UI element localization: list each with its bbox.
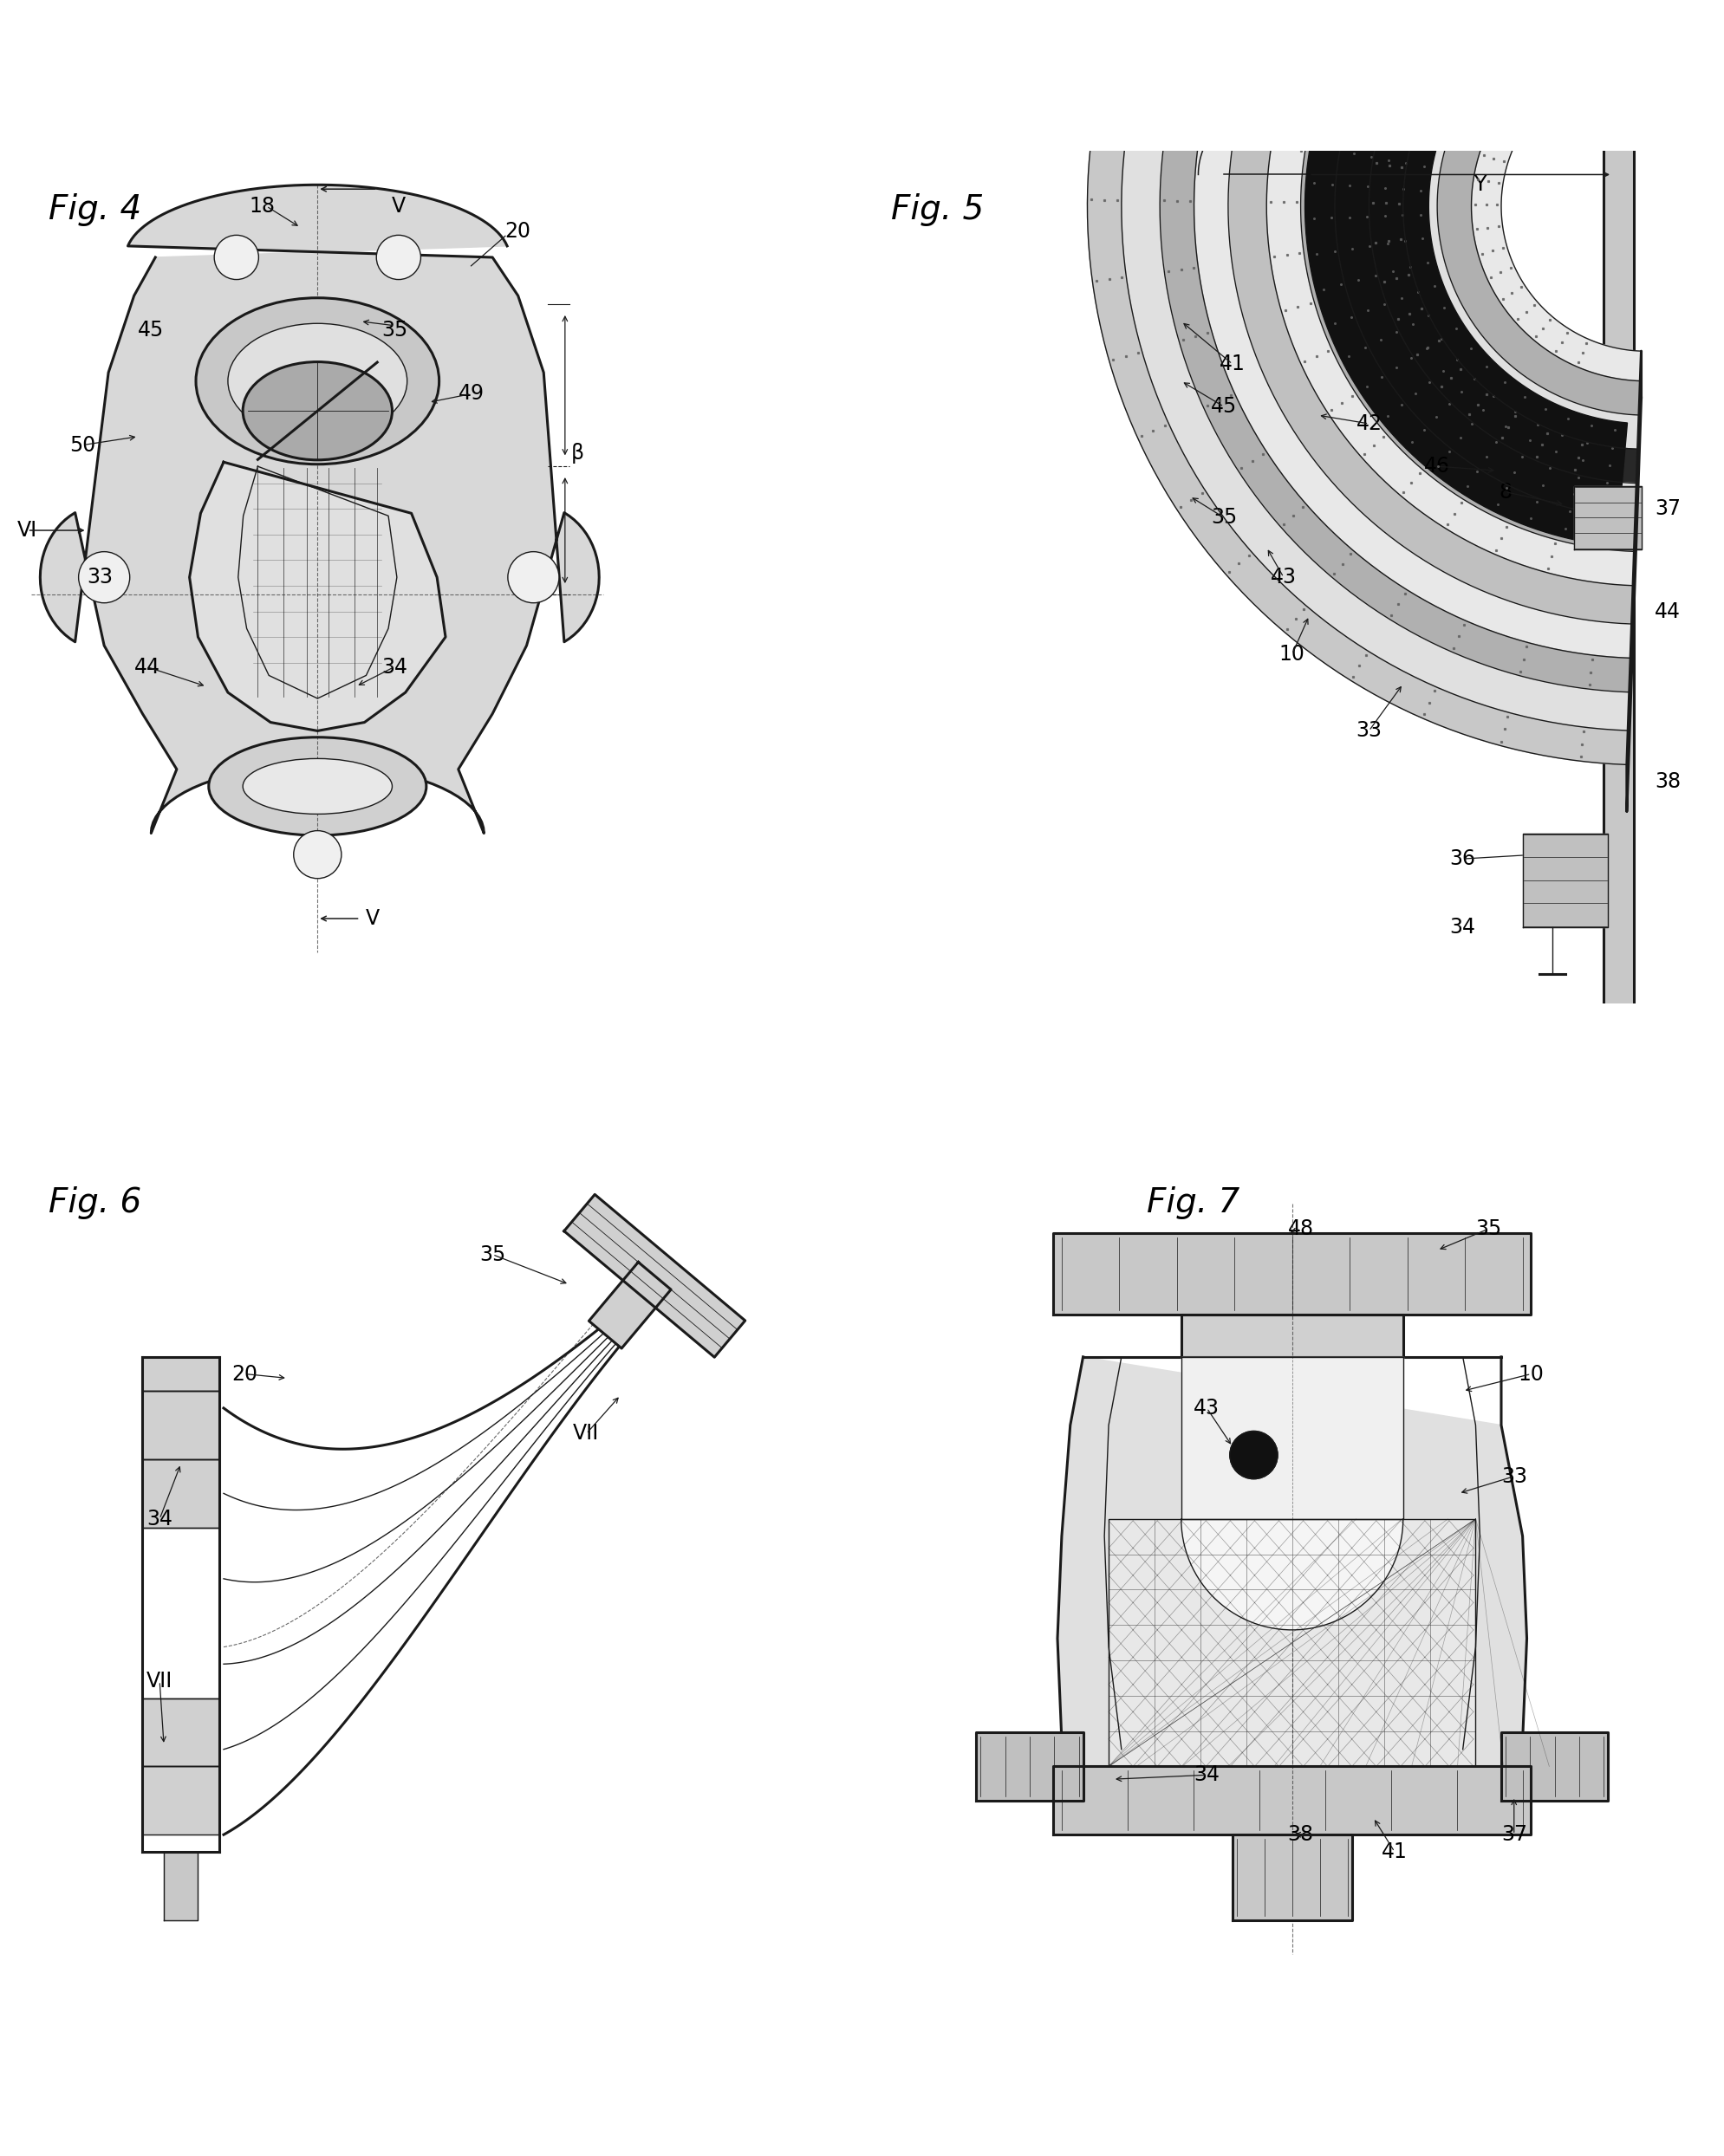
Polygon shape xyxy=(1265,0,1633,586)
Polygon shape xyxy=(1109,1520,1476,1766)
Text: 34: 34 xyxy=(381,655,407,677)
Text: 50: 50 xyxy=(69,436,97,455)
Polygon shape xyxy=(1522,832,1607,927)
Text: 43: 43 xyxy=(1271,567,1296,589)
Circle shape xyxy=(507,552,559,604)
Text: 20: 20 xyxy=(231,1363,259,1384)
Polygon shape xyxy=(1053,1233,1531,1315)
Polygon shape xyxy=(564,1194,745,1356)
Polygon shape xyxy=(1334,0,1636,517)
Polygon shape xyxy=(190,461,445,731)
Text: 45: 45 xyxy=(1210,397,1236,416)
Polygon shape xyxy=(1436,39,1640,416)
Text: 33: 33 xyxy=(1355,720,1381,742)
Circle shape xyxy=(79,552,129,604)
Text: 37: 37 xyxy=(1653,498,1679,520)
Text: 35: 35 xyxy=(381,319,407,341)
Text: 43: 43 xyxy=(1193,1397,1219,1419)
Ellipse shape xyxy=(197,298,440,464)
Text: 35: 35 xyxy=(1210,507,1236,528)
Polygon shape xyxy=(1309,0,1593,136)
Ellipse shape xyxy=(243,759,391,815)
Text: 10: 10 xyxy=(1517,1363,1543,1384)
Polygon shape xyxy=(1121,0,1629,731)
Text: VII: VII xyxy=(147,1671,172,1692)
Text: 44: 44 xyxy=(134,655,160,677)
Text: 34: 34 xyxy=(1450,916,1476,938)
Text: 34: 34 xyxy=(147,1509,172,1529)
Polygon shape xyxy=(1603,151,1633,1005)
Text: 45: 45 xyxy=(138,319,164,341)
Text: 8: 8 xyxy=(1498,481,1512,502)
Text: 49: 49 xyxy=(459,384,484,403)
Text: 20: 20 xyxy=(505,222,531,241)
Text: Y: Y xyxy=(1472,175,1486,196)
Text: 18: 18 xyxy=(248,196,274,216)
Text: 46: 46 xyxy=(1424,455,1450,476)
Ellipse shape xyxy=(228,323,407,438)
Text: V: V xyxy=(391,196,405,216)
Circle shape xyxy=(293,830,341,877)
Text: Fig. 7: Fig. 7 xyxy=(1146,1186,1240,1218)
Text: Fig. 5: Fig. 5 xyxy=(891,194,983,226)
Circle shape xyxy=(1229,1432,1277,1479)
Text: 48: 48 xyxy=(1288,1218,1314,1240)
Text: 36: 36 xyxy=(1450,849,1476,869)
Polygon shape xyxy=(1231,1835,1352,1921)
Polygon shape xyxy=(40,185,598,832)
Ellipse shape xyxy=(243,362,391,459)
Circle shape xyxy=(214,235,259,280)
Polygon shape xyxy=(143,1460,219,1526)
Text: 41: 41 xyxy=(1219,354,1245,375)
Polygon shape xyxy=(143,1766,219,1835)
Text: Fig. 6: Fig. 6 xyxy=(48,1186,141,1218)
Text: 37: 37 xyxy=(1500,1824,1526,1846)
Polygon shape xyxy=(1626,351,1641,811)
Polygon shape xyxy=(143,1699,219,1766)
Text: 38: 38 xyxy=(1288,1824,1314,1846)
Text: 38: 38 xyxy=(1653,772,1679,793)
Polygon shape xyxy=(1181,1315,1402,1356)
Polygon shape xyxy=(143,1356,219,1391)
Text: 42: 42 xyxy=(1355,414,1381,433)
Text: 41: 41 xyxy=(1381,1841,1407,1863)
Polygon shape xyxy=(1053,1766,1531,1835)
Polygon shape xyxy=(164,1852,198,1921)
Text: V: V xyxy=(365,908,379,929)
Text: 10: 10 xyxy=(1279,645,1305,664)
Polygon shape xyxy=(1193,0,1631,658)
Polygon shape xyxy=(1369,0,1638,483)
Text: 35: 35 xyxy=(1474,1218,1502,1240)
Polygon shape xyxy=(1402,13,1638,448)
Polygon shape xyxy=(1057,1356,1526,1783)
Polygon shape xyxy=(588,1261,671,1348)
Polygon shape xyxy=(1159,0,1629,692)
Polygon shape xyxy=(1181,1520,1402,1630)
Text: VI: VI xyxy=(17,520,38,541)
Ellipse shape xyxy=(209,737,426,834)
Polygon shape xyxy=(1300,0,1634,552)
Text: 33: 33 xyxy=(86,567,112,589)
Polygon shape xyxy=(1572,485,1641,550)
Text: 33: 33 xyxy=(1500,1466,1526,1488)
Polygon shape xyxy=(1305,0,1626,545)
Text: VII: VII xyxy=(572,1423,600,1445)
Polygon shape xyxy=(1181,1356,1402,1520)
Polygon shape xyxy=(1500,1731,1607,1800)
Text: Fig. 4: Fig. 4 xyxy=(48,194,141,226)
Polygon shape xyxy=(1471,67,1641,382)
Circle shape xyxy=(376,235,421,280)
Text: 35: 35 xyxy=(479,1244,505,1266)
Polygon shape xyxy=(143,1391,219,1460)
Text: 44: 44 xyxy=(1653,602,1679,621)
Polygon shape xyxy=(1227,0,1633,623)
Polygon shape xyxy=(1086,0,1627,765)
Text: β: β xyxy=(571,444,584,464)
Text: 34: 34 xyxy=(1193,1764,1219,1785)
Polygon shape xyxy=(976,1731,1083,1800)
